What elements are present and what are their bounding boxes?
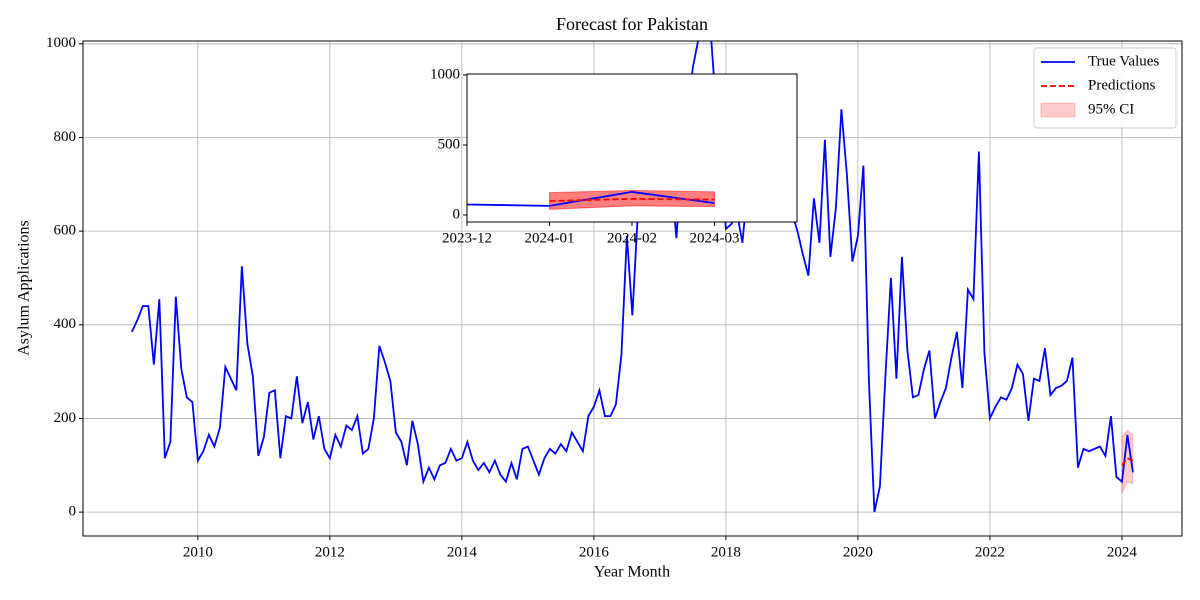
x-axis-label: Year Month <box>594 564 670 581</box>
confidence-band <box>1121 429 1134 494</box>
series-line <box>131 41 1134 513</box>
legend-swatch <box>1040 102 1076 118</box>
x-tick-label: 2024-02 <box>607 230 657 246</box>
x-tick-label: 2024-03 <box>690 230 740 246</box>
axes-frame <box>82 40 1183 537</box>
y-tick-label: 400 <box>54 316 77 332</box>
x-tick-label: 2024-01 <box>525 230 575 246</box>
x-tick-label: 2012 <box>315 544 345 560</box>
y-tick-label: 200 <box>54 410 77 426</box>
x-tick-label: 2010 <box>183 544 213 560</box>
legend-label: True Values <box>1088 53 1159 69</box>
legend-label: Predictions <box>1088 77 1156 93</box>
chart-title: Forecast for Pakistan <box>556 14 708 34</box>
y-tick-label: 0 <box>69 504 77 520</box>
legend-label: 95% CI <box>1088 101 1134 117</box>
plot-area <box>467 189 715 210</box>
y-tick-label: 500 <box>438 136 461 152</box>
x-tick-label: 2020 <box>843 544 873 560</box>
y-tick-label: 1000 <box>46 35 76 51</box>
series-line <box>549 197 715 202</box>
series-line <box>1121 457 1134 466</box>
x-tick-label: 2022 <box>975 544 1005 560</box>
x-tick-label: 2014 <box>447 544 478 560</box>
axes-frame <box>466 73 798 223</box>
y-tick-label: 1000 <box>430 66 460 82</box>
x-tick-label: 2018 <box>711 544 741 560</box>
y-tick-label: 0 <box>453 206 461 222</box>
legend-box <box>1033 47 1177 129</box>
confidence-band <box>549 189 715 210</box>
x-tick-label: 2016 <box>579 544 610 560</box>
y-tick-label: 800 <box>54 129 77 145</box>
x-tick-label: 2023-12 <box>442 230 492 246</box>
x-tick-label: 2024 <box>1107 544 1138 560</box>
y-tick-label: 600 <box>54 223 77 239</box>
y-axis-label: Asylum Applications <box>16 220 33 356</box>
